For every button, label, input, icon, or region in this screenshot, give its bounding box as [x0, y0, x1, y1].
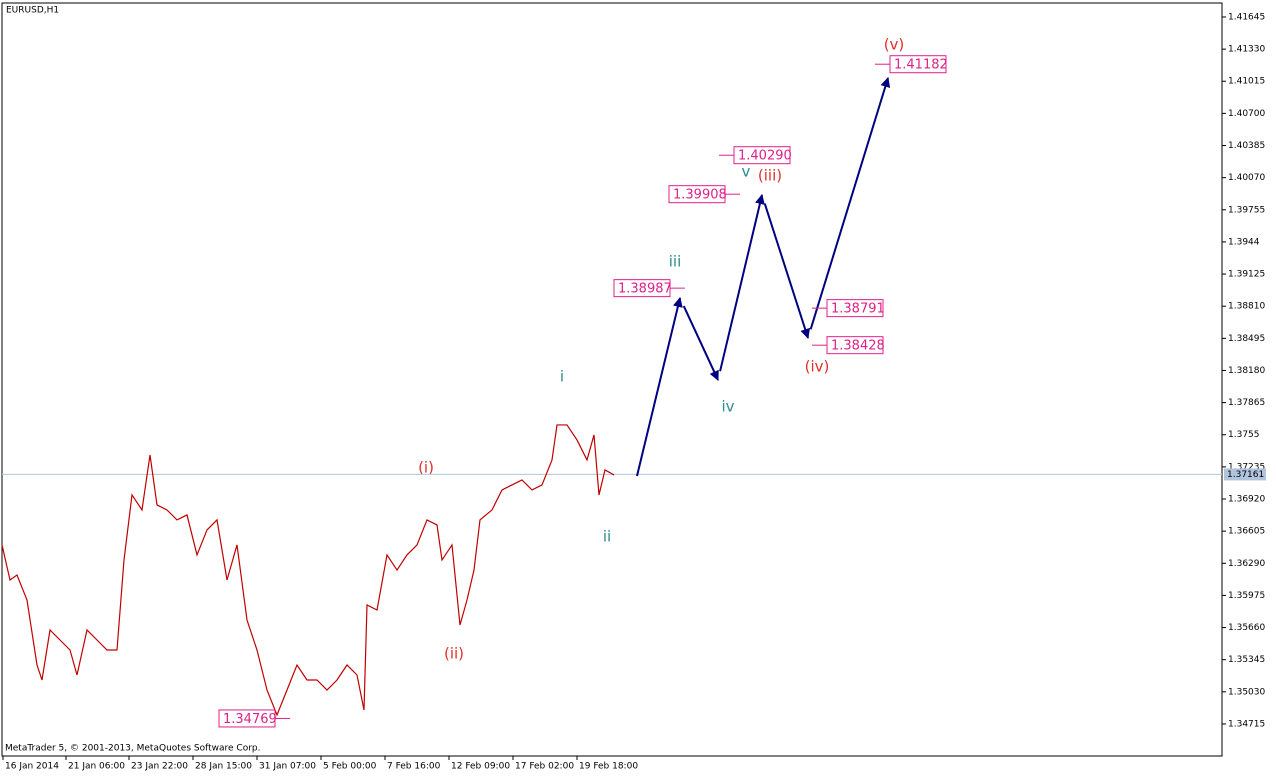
current-price-badge	[1224, 468, 1266, 481]
y-tick-label: 1.36290	[1228, 559, 1265, 569]
wave-label: (ii)	[444, 645, 464, 663]
projection-arrow	[636, 296, 683, 477]
y-tick-label: 1.39755	[1228, 205, 1265, 215]
projection-arrow	[719, 194, 765, 372]
price-tag-box	[668, 185, 726, 204]
y-tick-label: 1.35030	[1228, 687, 1265, 697]
x-tick-label: 31 Jan 07:00	[259, 762, 316, 772]
wave-label: (i)	[418, 459, 434, 477]
x-tick-label: 5 Feb 00:00	[323, 762, 377, 772]
x-tick-label: 16 Jan 2014	[5, 762, 59, 772]
y-tick-label: 1.34715	[1228, 719, 1265, 729]
wave-label: iii	[669, 253, 682, 271]
y-tick-label: 1.37865	[1228, 398, 1265, 408]
chart-title: EURUSD,H1	[6, 6, 59, 16]
wave-label: (v)	[884, 36, 905, 54]
y-tick-label: 1.36605	[1228, 527, 1265, 537]
x-tick-label: 7 Feb 16:00	[387, 762, 441, 772]
y-tick-label: 1.41015	[1228, 77, 1265, 87]
x-tick-label: 17 Feb 02:00	[515, 762, 574, 772]
y-tick-label: 1.35345	[1228, 655, 1265, 665]
price-tag-box	[218, 709, 276, 728]
price-tag-label: 1.34769	[223, 712, 277, 727]
price-tag-label: 1.38428	[831, 339, 885, 354]
y-tick-label: 1.36920	[1228, 495, 1265, 505]
current-price-label: 1.37161	[1227, 470, 1264, 480]
y-tick-label: 1.39125	[1228, 270, 1265, 280]
wave-label: v	[742, 163, 751, 181]
wave-label: iv	[721, 398, 734, 416]
y-tick-label: 1.41330	[1228, 45, 1265, 55]
price-tag-label: 1.40290	[738, 149, 792, 164]
y-tick-label: 1.41645	[1228, 12, 1265, 22]
wave-label: ii	[603, 528, 611, 546]
y-tick-label: 1.40070	[1228, 173, 1265, 183]
wave-label: (iv)	[805, 358, 830, 376]
plot-frame	[1, 2, 1223, 757]
y-tick-label: 1.40700	[1228, 109, 1265, 119]
price-tag-box	[733, 146, 791, 165]
y-tick-label: 1.37235	[1228, 462, 1265, 472]
price-tag-label: 1.38987	[618, 282, 672, 297]
y-tick-label: 1.35975	[1228, 591, 1265, 601]
price-line	[1, 424, 615, 717]
price-tag-label: 1.38791	[831, 302, 885, 317]
y-tick-label: 1.38180	[1228, 366, 1265, 376]
x-tick-label: 12 Feb 09:00	[451, 762, 510, 772]
projection-arrow	[763, 203, 811, 339]
price-tag-label: 1.41182	[894, 58, 948, 73]
y-tick-label: 1.35660	[1228, 623, 1265, 633]
x-tick-label: 28 Jan 15:00	[195, 762, 252, 772]
y-tick-label: 1.3755	[1228, 430, 1260, 440]
x-tick-label: 23 Jan 22:00	[131, 762, 188, 772]
price-tag-box	[613, 279, 671, 298]
wave-label: (iii)	[758, 167, 782, 185]
y-tick-label: 1.3944	[1228, 237, 1260, 247]
y-tick-label: 1.38810	[1228, 302, 1265, 312]
price-tag-box	[889, 55, 947, 74]
x-tick-label: 21 Jan 06:00	[68, 762, 125, 772]
projection-arrow	[682, 305, 719, 381]
projection-arrow	[809, 77, 891, 330]
wave-label: i	[560, 368, 564, 386]
x-tick-label: 19 Feb 18:00	[579, 762, 638, 772]
y-tick-label: 1.38495	[1228, 334, 1265, 344]
footer: MetaTrader 5, © 2001-2013, MetaQuotes So…	[5, 744, 261, 754]
price-tag-box	[826, 336, 884, 355]
price-tag-label: 1.39908	[673, 188, 727, 203]
price-tag-box	[826, 299, 884, 318]
y-tick-label: 1.40385	[1228, 141, 1265, 151]
